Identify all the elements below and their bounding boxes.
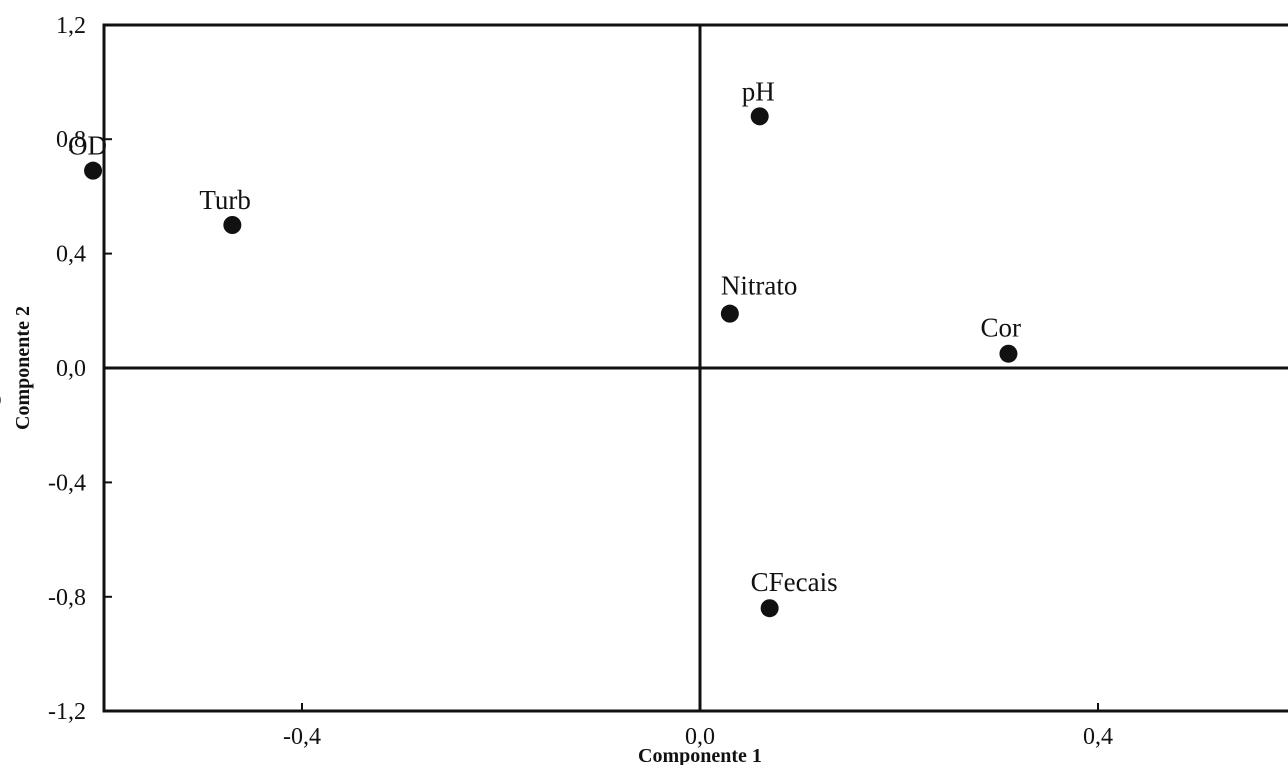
data-point-od [84, 161, 103, 180]
y-tick-label: 0,8 [56, 127, 86, 153]
x-tick-label: 0,4 [1083, 724, 1113, 750]
x-tick-label: -0,4 [283, 724, 321, 750]
data-label-nitrato: Nitrato [721, 271, 797, 301]
data-label-od: OD [68, 131, 107, 161]
x-axis-title: Componente 1 [638, 745, 762, 765]
data-point-nitrato [720, 304, 739, 323]
y-axis-title: Componente 2 [12, 306, 34, 430]
data-point-cfecais [760, 599, 779, 618]
data-label-cfecais: CFecais [751, 567, 838, 597]
data-point-ph [750, 107, 769, 126]
y-tick-label: -0,4 [48, 470, 86, 496]
data-point-turb [223, 216, 242, 234]
data-label-temp: Temp [0, 382, 2, 412]
y-tick-label: 0,4 [56, 242, 86, 268]
data-label-cor: Cor [980, 313, 1021, 343]
x-tick-label: 0,0 [685, 724, 715, 750]
data-label-turb: Turb [199, 185, 251, 215]
y-tick-label: -1,2 [48, 699, 86, 725]
data-point-cor [999, 344, 1018, 363]
y-tick-label: 1,2 [56, 13, 86, 39]
y-tick-label: -0,8 [48, 585, 86, 611]
data-label-ph: pH [742, 76, 775, 106]
y-tick-label: 0,0 [56, 356, 86, 382]
